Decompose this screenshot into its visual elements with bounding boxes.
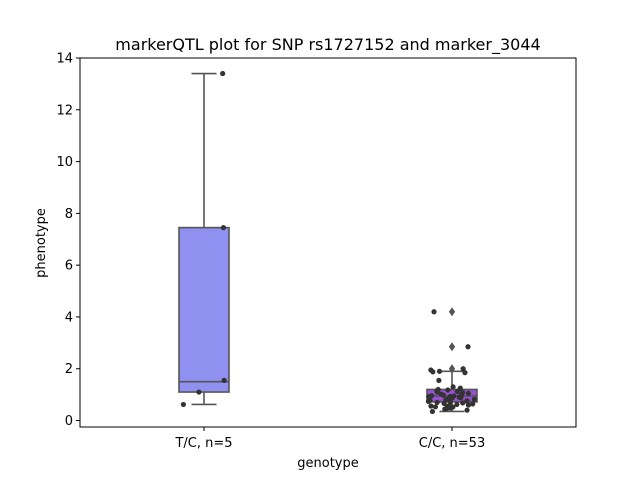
data-point [436,377,442,383]
y-tick-label: 8 [65,207,73,222]
outlier-marker [448,342,456,352]
data-point [460,366,466,372]
data-point [457,385,463,391]
data-point [434,399,440,405]
x-tick-label: C/C, n=53 [419,436,485,451]
data-point [440,392,446,398]
data-point [458,395,464,401]
x-axis-label: genotype [297,456,358,471]
outlier-marker [448,307,456,317]
y-tick-label: 4 [65,310,73,325]
data-point [431,309,437,315]
box [178,226,230,393]
y-tick-label: 12 [56,103,73,118]
data-point [470,401,476,407]
data-point [428,403,434,409]
data-point [430,369,436,375]
x-tick-label: T/C, n=5 [174,436,232,451]
data-point [464,407,470,413]
data-point [425,398,432,404]
box-group [178,70,230,408]
data-point [454,388,460,395]
data-point [445,387,451,393]
data-point [454,401,460,408]
data-point [432,404,439,410]
data-point [465,344,471,350]
data-point [221,377,227,383]
y-tick-label: 10 [56,155,73,170]
y-axis: 0 2 4 6 8 10 12 14 [56,52,80,429]
data-point [465,390,471,396]
chart-title: markerQTL plot for SNP rs1727152 and mar… [115,35,540,55]
data-point [462,370,468,376]
y-axis-label: phenotype [34,208,49,278]
y-tick-label: 0 [65,414,73,429]
x-axis: T/C, n=5 C/C, n=53 [174,427,485,451]
data-point [180,401,186,408]
data-point [448,405,454,411]
data-point [220,70,226,77]
y-tick-label: 6 [65,259,73,274]
box-group [425,307,478,415]
data-point [450,384,456,390]
data-point [464,398,470,404]
data-point [460,400,466,406]
y-tick-label: 14 [56,52,73,67]
data-point [220,225,227,231]
plot-frame [79,57,577,428]
data-point [442,406,448,412]
y-tick-label: 2 [65,362,73,377]
data-point [465,402,472,408]
data-point [436,368,443,374]
data-point [434,389,440,395]
data-point [429,408,436,415]
plot-area [178,70,478,415]
data-point [196,389,202,395]
outlier-marker [448,364,456,374]
data-point [471,396,477,402]
